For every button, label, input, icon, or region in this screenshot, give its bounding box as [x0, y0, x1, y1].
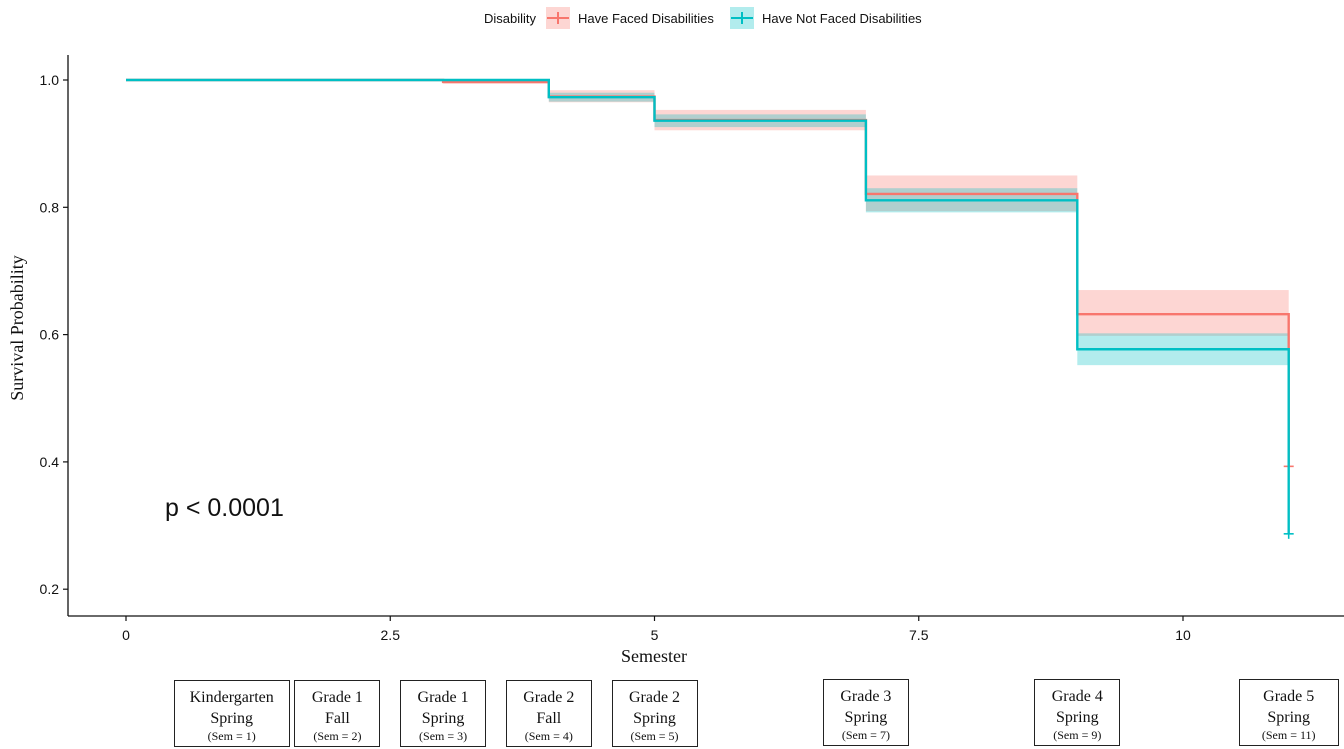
- legend-key-not-faced: [730, 7, 754, 29]
- semester-box-line3: (Sem = 5): [630, 729, 679, 743]
- confidence-band-segment: [1077, 290, 1289, 336]
- x-tick-label: 2.5: [381, 627, 401, 643]
- semester-box-line2: Spring: [1267, 709, 1311, 726]
- semester-box: Grade 1 Fall (Sem = 2): [294, 680, 381, 747]
- legend: Disability Have Faced Disabilities Have …: [484, 7, 922, 29]
- semester-box-line1: Grade 2: [523, 689, 575, 706]
- axis-ticks: 0 2.5 5 7.5 10 0.2 0.4 0.6 0.8 1.0: [40, 72, 1191, 643]
- semester-box: Grade 5 Spring (Sem = 11): [1238, 679, 1339, 746]
- semester-box-line2: Spring: [421, 710, 465, 727]
- series-line-not-faced: [126, 78, 1290, 534]
- x-tick-label: 7.5: [909, 627, 929, 643]
- y-tick-label: 0.6: [40, 327, 60, 343]
- semester-box-line1: Grade 2: [628, 689, 681, 706]
- series-lines: [126, 78, 1294, 539]
- semester-box-line1: Kindergarten: [189, 689, 274, 706]
- semester-box-line1: Grade 1: [417, 689, 469, 706]
- x-axis-title: Semester: [621, 646, 687, 666]
- legend-title: Disability: [484, 11, 537, 26]
- semester-box: Kindergarten Spring (Sem = 1): [173, 680, 290, 747]
- semester-box-line3: (Sem = 2): [313, 729, 362, 743]
- legend-label-not-faced: Have Not Faced Disabilities: [762, 11, 922, 26]
- semester-box-line1: Grade 1: [311, 689, 363, 706]
- semester-box: Grade 3 Spring (Sem = 7): [822, 679, 909, 746]
- semester-box-line2: Spring: [210, 710, 254, 727]
- semester-box-line2: Spring: [1055, 709, 1099, 726]
- semester-box-line2: Fall: [324, 710, 350, 727]
- y-tick-label: 0.8: [40, 199, 60, 215]
- semester-box-line3: (Sem = 7): [841, 728, 890, 742]
- semester-box-line2: Spring: [633, 710, 676, 727]
- y-tick-label: 1.0: [40, 72, 60, 88]
- semester-box-line1: Grade 3: [840, 688, 892, 705]
- semester-box-line2: Spring: [844, 709, 888, 726]
- semester-box: Grade 2 Fall (Sem = 4): [505, 680, 592, 747]
- semester-box-line3: (Sem = 4): [524, 729, 573, 743]
- semester-box: Grade 2 Spring (Sem = 5): [611, 680, 698, 747]
- y-tick-label: 0.4: [40, 454, 60, 470]
- semester-box-line3: (Sem = 1): [207, 729, 256, 743]
- legend-label-faced: Have Faced Disabilities: [578, 11, 714, 26]
- semester-box-line1: Grade 4: [1051, 688, 1103, 705]
- y-tick-label: 0.2: [40, 581, 60, 597]
- series-line-faced: [126, 78, 1290, 467]
- semester-box-line3: (Sem = 3): [419, 729, 468, 743]
- semester-box: Grade 4 Spring (Sem = 9): [1034, 679, 1121, 746]
- y-axis-title: Survival Probability: [7, 255, 27, 401]
- axes: [67, 55, 1344, 617]
- x-tick-label: 10: [1175, 627, 1191, 643]
- semester-box-line3: (Sem = 11): [1261, 728, 1316, 742]
- x-tick-label: 5: [651, 627, 659, 643]
- p-value-annotation: p < 0.0001: [165, 494, 284, 522]
- legend-key-faced: [546, 7, 570, 29]
- semester-box-line3: (Sem = 9): [1053, 728, 1102, 742]
- x-tick-label: 0: [122, 627, 130, 643]
- semester-box: Grade 1 Spring (Sem = 3): [400, 680, 487, 747]
- semester-box-line1: Grade 5: [1263, 688, 1315, 705]
- semester-box-line2: Fall: [536, 710, 562, 727]
